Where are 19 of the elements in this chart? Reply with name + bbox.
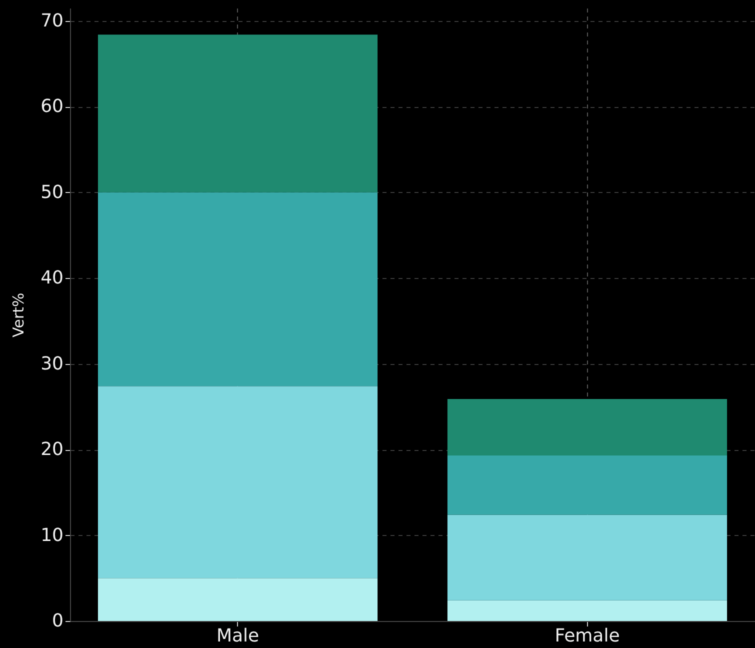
y-tick-label: 50: [40, 182, 64, 203]
bar: [98, 192, 378, 386]
y-tick-label: 0: [52, 610, 64, 632]
y-tick-label: 10: [40, 524, 64, 546]
x-tick-label: Female: [554, 626, 620, 646]
y-tick-label: 30: [40, 353, 64, 374]
x-tick-label: Male: [216, 626, 260, 646]
y-tick-label: 40: [40, 268, 64, 289]
bar: [447, 514, 728, 600]
bar: [447, 456, 728, 515]
bar: [447, 600, 728, 621]
y-tick-label: 20: [40, 439, 64, 460]
y-tick-label: 70: [40, 10, 64, 32]
bar: [98, 386, 378, 578]
bar: [98, 578, 378, 621]
bar: [98, 34, 378, 192]
y-axis-title: Vert%: [10, 292, 28, 338]
y-tick-label: 60: [40, 96, 64, 118]
bar: [447, 398, 728, 456]
